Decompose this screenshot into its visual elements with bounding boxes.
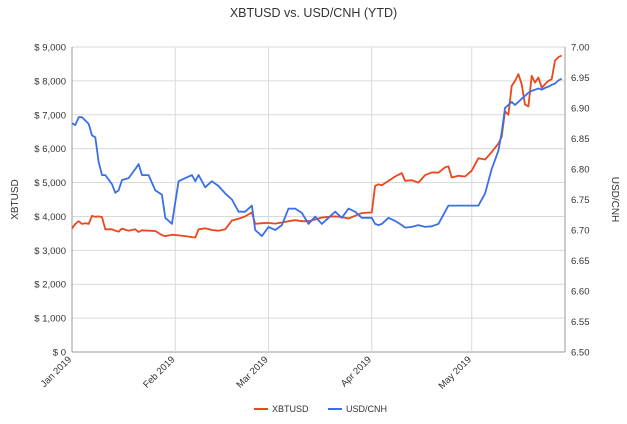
y-right-tick-label: 6.85 [571, 134, 590, 145]
x-tick-label: Feb 2019 [141, 354, 177, 390]
y-left-tick-label: $ 7,000 [34, 110, 66, 121]
y-left-tick-label: $ 0 [53, 348, 66, 359]
legend: XBTUSD USD/CNH [254, 404, 387, 414]
x-tick-label: May 2019 [437, 354, 474, 391]
y-right-tick-label: 6.95 [571, 73, 590, 84]
y-right-tick-label: 6.55 [571, 317, 590, 328]
series-line-usd-cnh [71, 77, 563, 238]
y-left-tick-label: $ 2,000 [34, 280, 66, 291]
y-left-tick-label: $ 1,000 [34, 314, 66, 325]
y-left-tick-label: $ 9,000 [34, 43, 66, 54]
series-lines [71, 54, 563, 239]
y-right-tick-label: 6.90 [571, 104, 590, 115]
y-right-tick-label: 6.75 [571, 195, 590, 206]
legend-label-xbtusd: XBTUSD [272, 404, 309, 414]
y-left-tick-label: $ 8,000 [34, 76, 66, 87]
x-tick-label: Jan 2019 [39, 354, 74, 389]
y-left-axis-title: XBTUSD [10, 179, 21, 220]
y-left-tick-label: $ 3,000 [34, 246, 66, 257]
x-tick-label: Mar 2019 [234, 354, 270, 390]
y-right-tick-label: 6.65 [571, 256, 590, 267]
chart-title: XBTUSD vs. USD/CNH (YTD) [230, 6, 397, 20]
x-tick-label: Apr 2019 [339, 354, 374, 389]
grid [71, 46, 565, 353]
series-line-xbtusd [71, 54, 563, 239]
y-right-tick-label: 7.00 [571, 43, 590, 54]
y-right-axis-title: USD/CNH [609, 177, 620, 223]
y-right-tick-label: 6.50 [571, 348, 590, 359]
y-right-tick-label: 6.60 [571, 287, 590, 298]
legend-label-usd-cnh: USD/CNH [346, 404, 387, 414]
y-left-tick-label: $ 6,000 [34, 144, 66, 155]
y-right-tick-label: 6.70 [571, 226, 590, 237]
y-left-tick-label: $ 4,000 [34, 212, 66, 223]
y-left-tick-label: $ 5,000 [34, 178, 66, 189]
y-right-tick-label: 6.80 [571, 165, 590, 176]
